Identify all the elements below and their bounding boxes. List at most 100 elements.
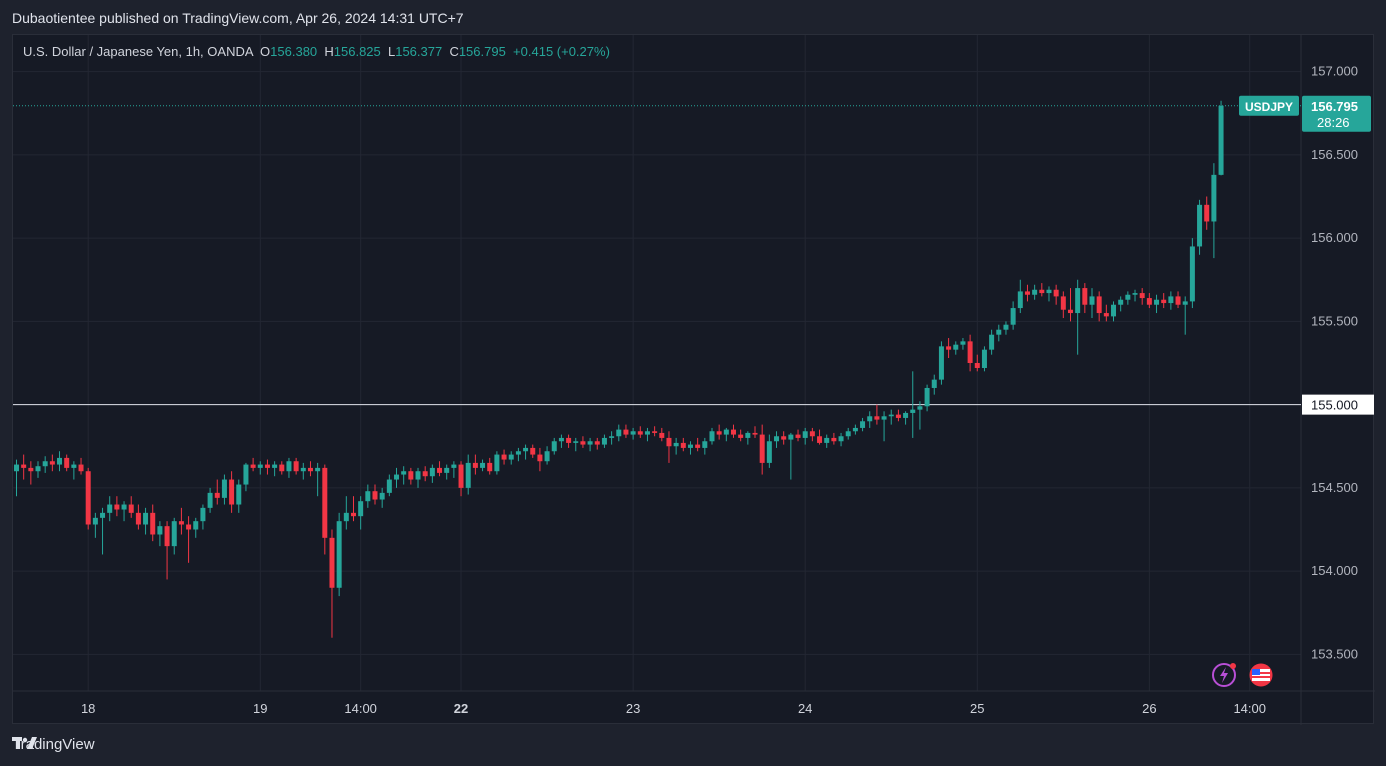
candle-body[interactable] <box>1003 324 1009 330</box>
candle-body[interactable] <box>874 416 880 420</box>
candle-body[interactable] <box>666 437 672 447</box>
candle-body[interactable] <box>644 431 650 435</box>
candle-body[interactable] <box>845 431 851 437</box>
candle-body[interactable] <box>150 512 156 535</box>
candle-body[interactable] <box>687 444 693 448</box>
candle-body[interactable] <box>759 434 765 463</box>
candle-body[interactable] <box>974 363 980 368</box>
candle-body[interactable] <box>895 414 901 418</box>
candle-body[interactable] <box>35 466 41 472</box>
candle-body[interactable] <box>494 454 500 472</box>
symbol-ohlc-legend[interactable]: U.S. Dollar / Japanese Yen, 1h, OANDA O1… <box>23 44 610 59</box>
candle-body[interactable] <box>286 461 292 472</box>
candle-body[interactable] <box>487 462 493 472</box>
candle-body[interactable] <box>386 479 392 493</box>
candle-body[interactable] <box>1132 293 1138 295</box>
candle-body[interactable] <box>1218 105 1224 175</box>
candle-body[interactable] <box>1010 308 1016 325</box>
plot-area[interactable] <box>13 35 1301 691</box>
candle-body[interactable] <box>673 442 679 447</box>
candle-body[interactable] <box>1139 293 1145 299</box>
candle-body[interactable] <box>451 464 457 468</box>
candle-body[interactable] <box>71 464 77 468</box>
candle-body[interactable] <box>551 441 557 452</box>
candle-body[interactable] <box>938 346 944 380</box>
candle-body[interactable] <box>401 471 407 475</box>
candle-body[interactable] <box>186 524 192 530</box>
candle-body[interactable] <box>143 512 149 525</box>
candle-body[interactable] <box>960 341 966 345</box>
candle-body[interactable] <box>788 434 794 440</box>
candle-body[interactable] <box>523 447 529 452</box>
candle-body[interactable] <box>264 464 270 468</box>
candle-body[interactable] <box>587 441 593 445</box>
candle-body[interactable] <box>300 467 306 472</box>
candle-body[interactable] <box>731 429 736 435</box>
candle-body[interactable] <box>1175 296 1181 305</box>
candle-body[interactable] <box>996 329 1002 335</box>
candle-body[interactable] <box>616 429 622 437</box>
candle-body[interactable] <box>429 467 435 477</box>
candle-body[interactable] <box>623 429 629 435</box>
candle-body[interactable] <box>408 471 414 480</box>
candle-body[interactable] <box>910 409 916 413</box>
candle-body[interactable] <box>343 512 349 522</box>
candle-body[interactable] <box>1125 294 1131 300</box>
candle-body[interactable] <box>480 462 486 468</box>
candle-body[interactable] <box>358 501 364 517</box>
candle-body[interactable] <box>21 464 27 468</box>
candle-body[interactable] <box>164 526 170 547</box>
candle-body[interactable] <box>967 341 973 363</box>
candle-body[interactable] <box>860 421 866 428</box>
candle-body[interactable] <box>601 437 607 445</box>
candle-body[interactable] <box>508 454 514 460</box>
candle-body[interactable] <box>293 461 299 472</box>
candle-body[interactable] <box>28 467 34 472</box>
candle-body[interactable] <box>1032 289 1038 295</box>
candle-body[interactable] <box>1118 299 1124 305</box>
candle-body[interactable] <box>92 517 98 525</box>
candle-body[interactable] <box>458 464 464 488</box>
candle-body[interactable] <box>831 437 837 442</box>
candle-body[interactable] <box>229 479 235 505</box>
candle-body[interactable] <box>1082 288 1088 305</box>
candle-body[interactable] <box>903 412 909 418</box>
candle-body[interactable] <box>867 416 873 422</box>
candle-body[interactable] <box>637 431 643 435</box>
candle-body[interactable] <box>236 484 242 505</box>
candle-body[interactable] <box>1017 291 1023 309</box>
candle-body[interactable] <box>1197 204 1203 247</box>
candle-body[interactable] <box>802 431 808 438</box>
candle-body[interactable] <box>1053 289 1059 297</box>
candle-body[interactable] <box>917 406 923 410</box>
candle-body[interactable] <box>989 334 995 350</box>
candle-body[interactable] <box>981 349 987 368</box>
candle-body[interactable] <box>809 431 815 437</box>
candle-body[interactable] <box>709 431 715 442</box>
candle-body[interactable] <box>1089 296 1095 305</box>
candle-body[interactable] <box>114 504 120 510</box>
candle-body[interactable] <box>1146 298 1152 305</box>
candle-body[interactable] <box>888 414 894 417</box>
candle-body[interactable] <box>1046 289 1052 294</box>
lightning-icon[interactable] <box>1212 663 1236 687</box>
candle-body[interactable] <box>630 431 636 435</box>
candlestick-chart[interactable]: 157.000 156.500 156.000 155.500 154.500 154.0… <box>13 35 1375 725</box>
candle-body[interactable] <box>214 492 220 498</box>
candle-body[interactable] <box>781 436 787 440</box>
candle-body[interactable] <box>838 436 844 442</box>
candle-body[interactable] <box>42 461 48 467</box>
candle-body[interactable] <box>1067 309 1073 314</box>
candle-body[interactable] <box>1182 301 1188 305</box>
candle-body[interactable] <box>1211 174 1217 222</box>
candle-body[interactable] <box>852 427 858 432</box>
candle-body[interactable] <box>64 457 70 468</box>
candle-body[interactable] <box>515 451 521 455</box>
candle-body[interactable] <box>121 504 127 510</box>
candle-body[interactable] <box>250 464 256 468</box>
candle-body[interactable] <box>193 521 199 530</box>
candle-body[interactable] <box>1096 296 1102 314</box>
candle-body[interactable] <box>100 512 106 518</box>
candle-body[interactable] <box>394 474 400 480</box>
candle-body[interactable] <box>336 521 342 588</box>
